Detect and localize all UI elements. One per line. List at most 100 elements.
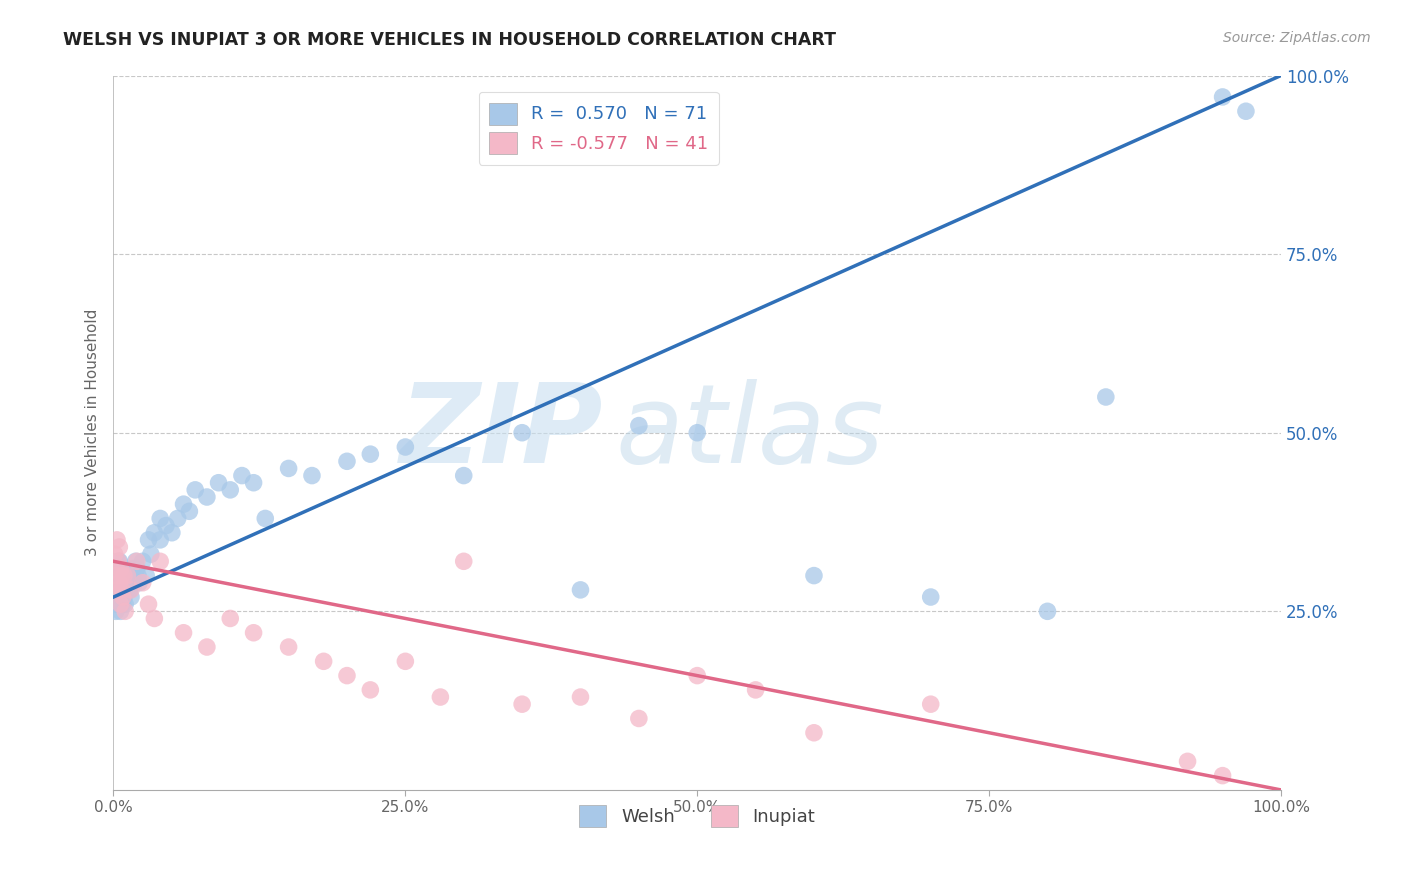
Point [195,490,218,504]
Point [219,483,242,497]
Point [108,540,131,554]
Point [112,568,135,582]
Point [104,547,127,561]
Point [149,554,172,568]
Point [112,590,135,604]
Point [359,682,381,697]
Point [453,554,475,568]
Point [104,597,127,611]
Point [1095,390,1118,404]
Point [143,611,166,625]
Y-axis label: 3 or more Vehicles in Household: 3 or more Vehicles in Household [86,309,100,557]
Point [111,597,134,611]
Point [120,590,142,604]
Point [111,568,134,582]
Point [111,582,134,597]
Point [277,461,299,475]
Point [1212,769,1234,783]
Point [107,597,129,611]
Text: WELSH VS INUPIAT 3 OR MORE VEHICLES IN HOUSEHOLD CORRELATION CHART: WELSH VS INUPIAT 3 OR MORE VEHICLES IN H… [63,31,837,49]
Point [394,440,416,454]
Point [173,625,195,640]
Point [627,711,650,725]
Point [1036,604,1059,618]
Point [394,654,416,668]
Point [124,575,146,590]
Point [105,561,128,575]
Point [135,568,157,582]
Point [179,504,201,518]
Point [920,697,942,711]
Point [114,575,136,590]
Point [207,475,229,490]
Text: ZIP: ZIP [401,379,603,486]
Point [453,468,475,483]
Point [155,518,177,533]
Point [122,561,145,575]
Point [219,611,242,625]
Point [254,511,277,525]
Point [139,547,162,561]
Point [803,725,825,739]
Point [242,625,264,640]
Point [569,582,592,597]
Point [242,475,264,490]
Point [510,697,533,711]
Point [277,640,299,654]
Point [110,582,132,597]
Point [105,575,128,590]
Point [105,590,128,604]
Point [108,590,131,604]
Point [105,582,128,597]
Point [114,604,136,618]
Point [104,582,127,597]
Point [127,568,149,582]
Point [108,568,131,582]
Point [104,604,127,618]
Point [686,425,709,440]
Point [118,575,141,590]
Point [117,568,139,582]
Point [166,511,188,525]
Text: Source: ZipAtlas.com: Source: ZipAtlas.com [1223,31,1371,45]
Point [138,533,160,547]
Point [125,554,148,568]
Point [336,454,359,468]
Point [111,575,134,590]
Point [569,690,592,704]
Point [128,575,150,590]
Point [110,604,132,618]
Point [359,447,381,461]
Point [149,511,172,525]
Point [111,590,134,604]
Point [107,554,129,568]
Point [803,568,825,582]
Point [104,568,127,582]
Point [110,561,132,575]
Point [120,582,142,597]
Point [131,554,153,568]
Point [111,590,134,604]
Point [429,690,451,704]
Point [110,561,132,575]
Point [195,640,218,654]
Point [301,468,323,483]
Point [138,597,160,611]
Legend: Welsh, Inupiat: Welsh, Inupiat [572,798,823,835]
Point [1177,755,1199,769]
Point [184,483,207,497]
Point [1212,90,1234,104]
Point [112,568,135,582]
Point [173,497,195,511]
Text: atlas: atlas [616,379,884,486]
Point [117,568,139,582]
Point [312,654,335,668]
Point [111,568,134,582]
Point [114,597,136,611]
Point [115,582,138,597]
Point [108,575,131,590]
Point [105,533,128,547]
Point [143,525,166,540]
Point [231,468,253,483]
Point [510,425,533,440]
